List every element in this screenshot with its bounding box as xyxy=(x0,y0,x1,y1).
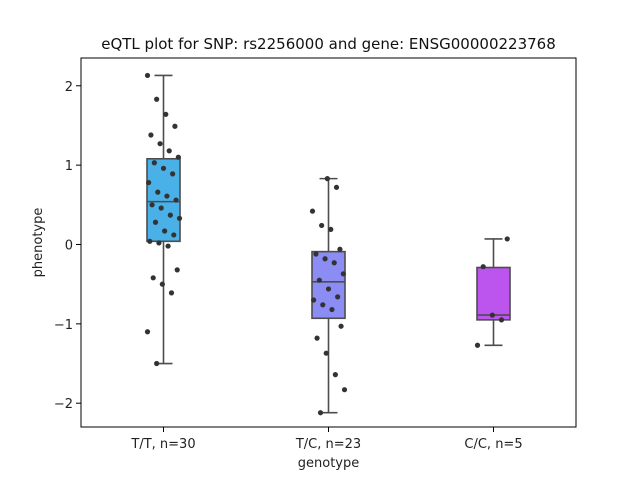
data-point xyxy=(144,72,151,79)
data-point xyxy=(320,302,326,308)
y-axis: −2 −1 0 1 2 xyxy=(54,80,81,412)
data-point xyxy=(156,240,162,246)
data-point xyxy=(328,226,334,233)
data-point xyxy=(167,212,173,218)
y-tick-label: 0 xyxy=(65,238,73,253)
data-point xyxy=(151,160,157,166)
y-tick-label: −1 xyxy=(54,318,73,333)
data-point xyxy=(154,360,160,367)
y-axis-label: phenotype xyxy=(31,208,46,278)
data-point xyxy=(173,197,179,203)
data-point xyxy=(176,215,183,221)
plot-area xyxy=(80,57,577,428)
data-point xyxy=(144,329,151,335)
data-point xyxy=(309,208,316,214)
data-point xyxy=(152,219,159,225)
x-axis: T/T, n=30 T/C, n=23 C/C, n=5 xyxy=(130,427,523,452)
data-point xyxy=(168,290,175,296)
data-point xyxy=(504,236,510,242)
data-point xyxy=(317,410,324,416)
data-point xyxy=(162,228,168,234)
data-point xyxy=(332,372,338,378)
data-point xyxy=(340,271,346,277)
x-tick-label: T/C, n=23 xyxy=(295,437,361,452)
data-point xyxy=(498,317,505,323)
data-point xyxy=(160,165,167,171)
data-point xyxy=(323,350,329,356)
data-point xyxy=(150,275,156,281)
box-group-1 xyxy=(144,72,183,367)
data-point xyxy=(319,222,325,229)
box-group-3 xyxy=(474,236,511,348)
data-point xyxy=(325,286,332,292)
data-point xyxy=(474,342,481,348)
data-point xyxy=(316,277,322,283)
data-point xyxy=(337,246,343,252)
box-iqr xyxy=(311,250,346,320)
data-point xyxy=(159,281,165,287)
data-point xyxy=(335,294,341,300)
data-point xyxy=(322,256,328,262)
data-point xyxy=(333,184,340,190)
data-point xyxy=(149,202,155,208)
data-point xyxy=(148,132,154,138)
data-point xyxy=(331,260,337,266)
data-point xyxy=(157,141,163,147)
data-point xyxy=(480,264,486,270)
data-point xyxy=(170,171,176,177)
x-axis-label: genotype xyxy=(298,456,359,471)
data-point xyxy=(175,154,181,160)
x-tick-label: T/T, n=30 xyxy=(130,437,195,452)
data-point xyxy=(165,243,171,249)
data-point xyxy=(166,148,172,154)
data-point xyxy=(174,267,180,273)
data-point xyxy=(146,179,152,186)
x-tick-label: C/C, n=5 xyxy=(464,437,522,452)
data-point xyxy=(147,238,153,244)
y-tick-label: 1 xyxy=(65,159,73,174)
data-point xyxy=(164,193,170,199)
data-point xyxy=(314,335,320,341)
box-iqr xyxy=(476,266,511,321)
data-point xyxy=(172,123,178,129)
data-point xyxy=(163,111,169,117)
data-point xyxy=(154,96,160,102)
data-point xyxy=(341,387,348,393)
data-point xyxy=(329,306,335,313)
data-point xyxy=(155,189,161,195)
data-point xyxy=(158,205,164,211)
y-tick-label: −2 xyxy=(54,397,73,412)
data-point xyxy=(338,323,344,329)
data-point xyxy=(311,297,317,303)
data-point xyxy=(489,312,495,318)
data-point xyxy=(313,251,319,257)
data-point xyxy=(171,232,177,238)
chart-title: eQTL plot for SNP: rs2256000 and gene: E… xyxy=(101,35,556,53)
box-group-2 xyxy=(309,176,348,416)
data-point xyxy=(324,176,330,182)
y-tick-label: 2 xyxy=(65,80,73,95)
